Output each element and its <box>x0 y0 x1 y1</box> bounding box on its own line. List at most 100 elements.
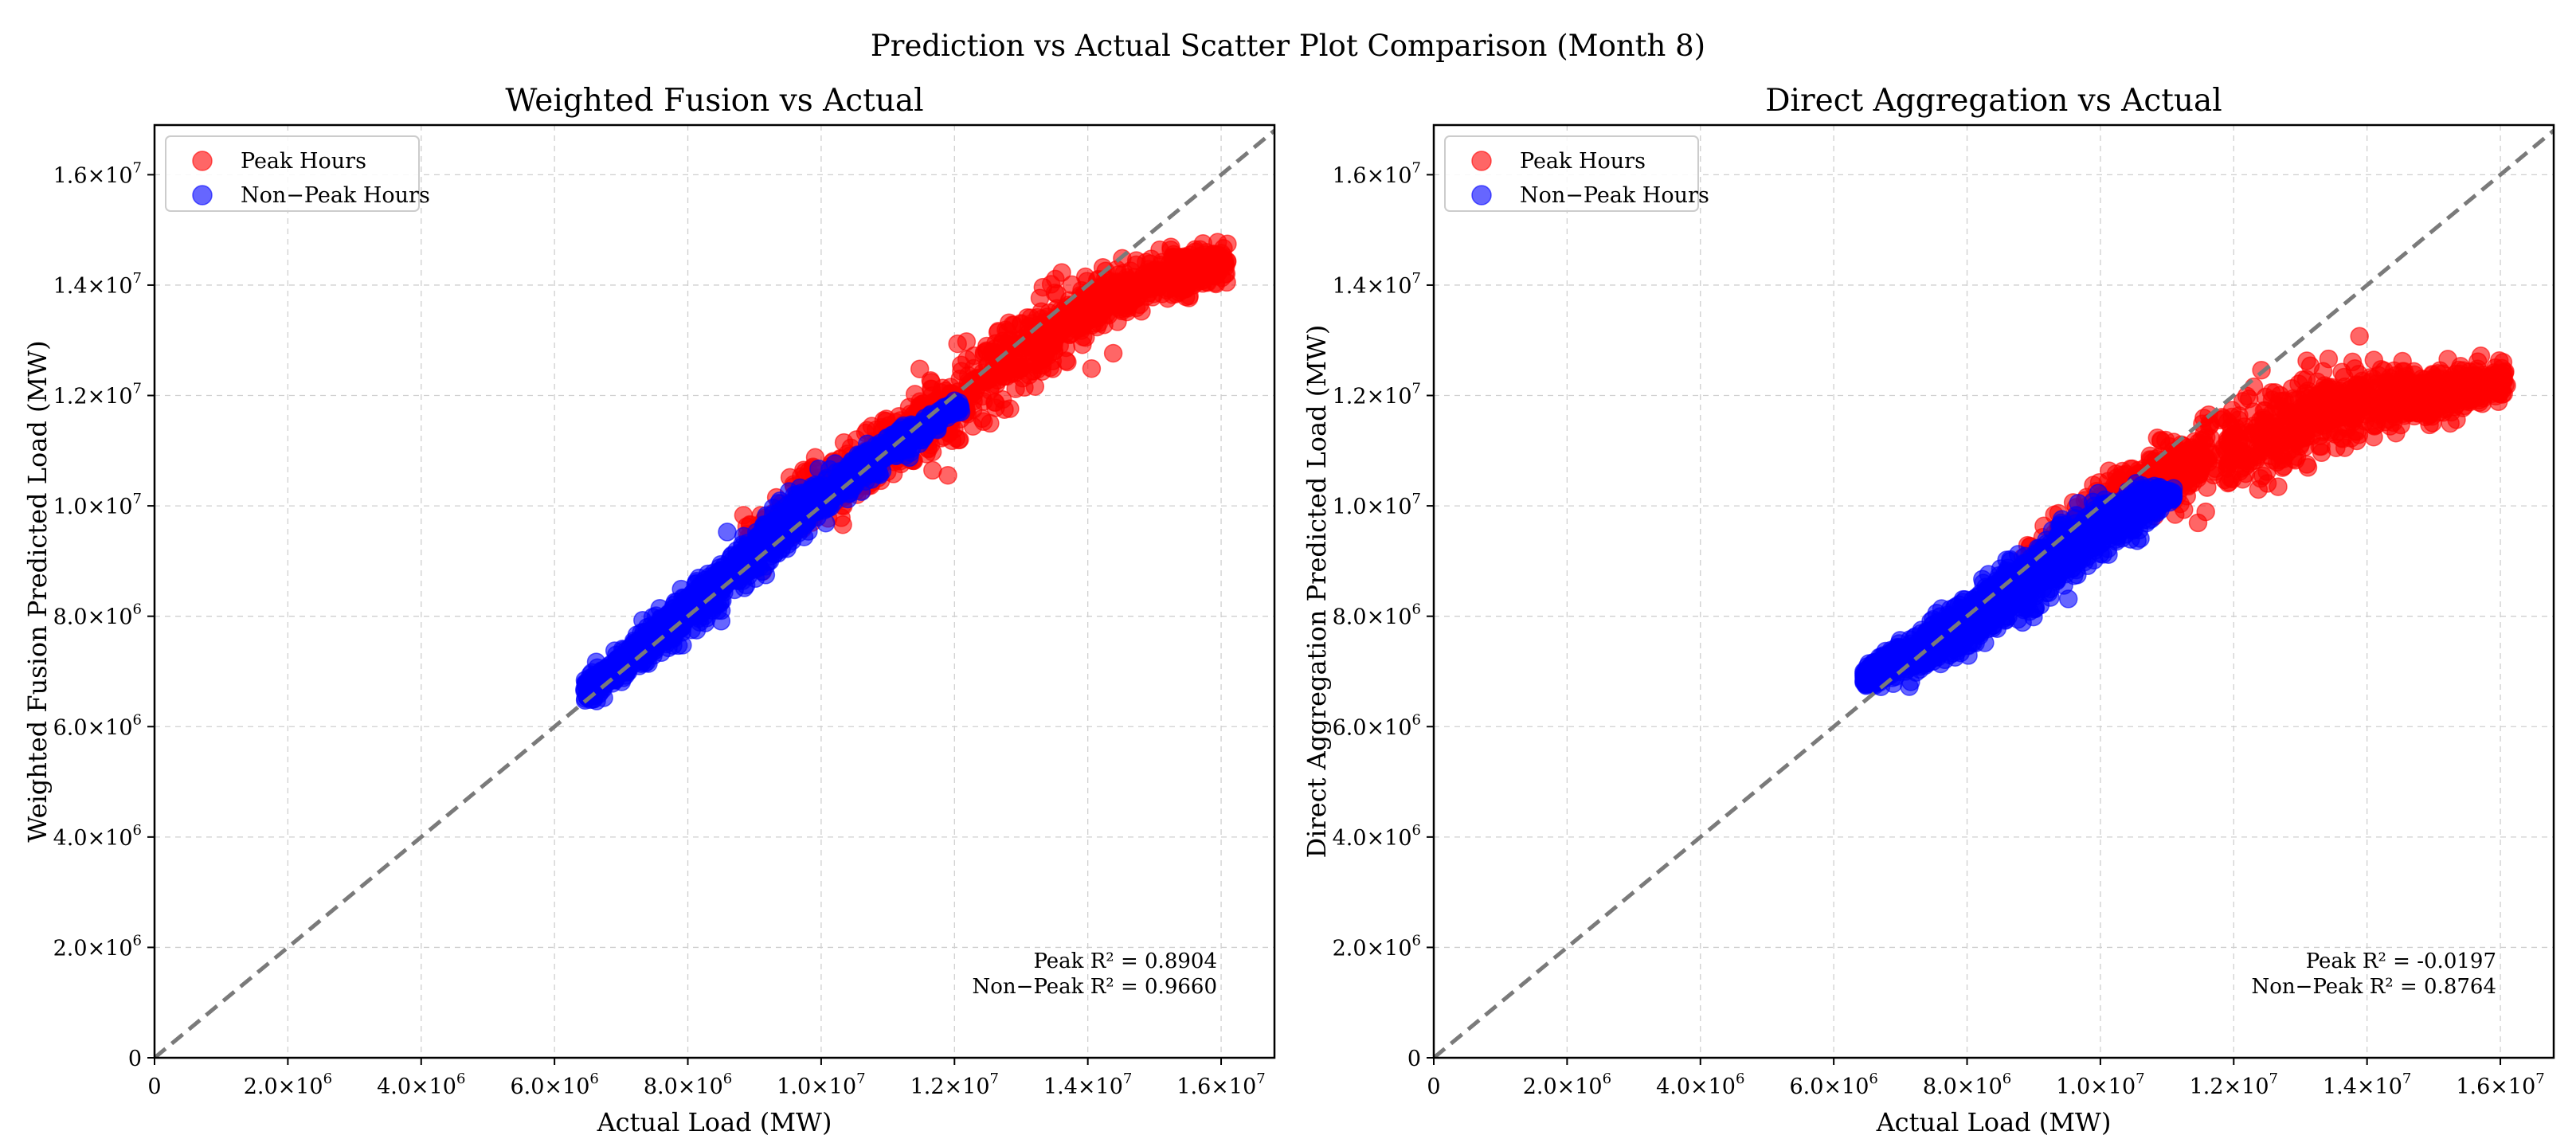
y-tick-label: 4.0×106 <box>53 822 142 851</box>
x-tick-label: 4.0×106 <box>377 1071 465 1099</box>
x-tick-exponent: 7 <box>1256 1071 1265 1087</box>
x-tick-exponent: 6 <box>589 1071 598 1087</box>
panel-title: Weighted Fusion vs Actual <box>505 83 923 119</box>
scatter-point <box>989 360 1008 380</box>
x-tick-label: 8.0×106 <box>644 1071 732 1099</box>
x-tick-exponent: 7 <box>1123 1071 1132 1087</box>
scatter-point <box>1032 309 1051 328</box>
scatter-point <box>2269 477 2288 496</box>
scatter-point <box>2274 456 2293 476</box>
scatter-point <box>963 417 983 436</box>
x-tick-label: 1.6×107 <box>1176 1071 1265 1099</box>
x-tick-exponent: 6 <box>723 1071 732 1087</box>
y-tick-label: 0 <box>128 1047 142 1071</box>
data-points <box>1854 327 2516 696</box>
scatter-point <box>2378 409 2398 429</box>
y-tick-label: 1.4×107 <box>53 270 142 299</box>
x-tick-mantissa: 1.2×10 <box>910 1074 990 1099</box>
y-tick-exponent: 7 <box>133 491 142 507</box>
x-tick-label: 2.0×106 <box>244 1071 332 1099</box>
scatter-point <box>2409 377 2429 397</box>
scatter-point <box>2185 445 2204 464</box>
y-tick-mantissa: 4.0×10 <box>53 826 133 851</box>
x-tick-mantissa: 8.0×10 <box>644 1074 723 1099</box>
x-tick-exponent: 6 <box>456 1071 465 1087</box>
data-points <box>575 233 1237 710</box>
scatter-point <box>1090 299 1109 319</box>
scatter-point <box>731 567 751 586</box>
scatter-point <box>910 359 930 378</box>
y-tick-mantissa: 1.4×10 <box>53 274 133 299</box>
scatter-point <box>2222 452 2241 472</box>
scatter-point <box>981 413 1000 433</box>
y-tick-exponent: 6 <box>133 822 142 839</box>
scatter-point <box>734 506 754 525</box>
scatter-point <box>667 605 687 624</box>
scatter-point <box>957 350 977 370</box>
r2-annotation: Peak R² = 0.8904 <box>1033 949 1217 973</box>
scatter-point <box>831 476 851 495</box>
scatter-point <box>2305 389 2325 409</box>
x-tick-label: 1.4×107 <box>1043 1071 1132 1099</box>
scatter-point <box>877 428 897 448</box>
scatter-point <box>2278 404 2297 424</box>
y-tick-label: 1.0×107 <box>53 491 142 519</box>
y-tick-mantissa: 0 <box>128 1047 142 1071</box>
scatter-point <box>2196 502 2215 522</box>
scatter-point <box>938 465 957 485</box>
x-tick-mantissa: 1.0×10 <box>777 1074 856 1099</box>
x-tick-label: 6.0×106 <box>510 1071 598 1099</box>
legend-marker <box>192 151 213 171</box>
scatter-point <box>2188 468 2207 488</box>
y-tick-mantissa: 1.6×10 <box>53 163 133 188</box>
scatter-point <box>1122 286 1141 306</box>
y-axis-label: Weighted Fusion Predicted Load (MW) <box>22 340 53 842</box>
scatter-point <box>718 523 737 542</box>
scatter-point <box>2254 434 2274 453</box>
scatter-point <box>2472 374 2492 393</box>
scatter-point <box>1160 279 1179 298</box>
y-tick-label: 8.0×106 <box>53 601 142 630</box>
scatter-point <box>616 648 635 667</box>
x-tick-exponent: 7 <box>990 1071 999 1087</box>
x-tick-mantissa: 1.6×10 <box>1176 1074 1256 1099</box>
scatter-point <box>753 562 772 581</box>
scatter-point <box>2298 458 2318 477</box>
scatter-point <box>2308 372 2327 392</box>
scatter-point <box>1082 358 1102 378</box>
scatter-point <box>2147 429 2167 448</box>
y-tick-mantissa: 6.0×10 <box>53 715 133 740</box>
series-peak-hours <box>2013 327 2516 589</box>
y-tick-label: 2.0×106 <box>53 932 142 961</box>
scatter-point <box>1020 366 1039 385</box>
x-tick-mantissa: 4.0×10 <box>377 1074 456 1099</box>
scatter-point <box>899 397 919 417</box>
scatter-point <box>2058 589 2078 609</box>
diagonal-reference-line <box>155 129 1274 1058</box>
scatter-point <box>1188 267 1208 286</box>
scatter-point <box>1032 355 1052 375</box>
scatter-point <box>1103 343 1123 363</box>
y-tick-mantissa: 2.0×10 <box>53 936 133 961</box>
scatter-point <box>2369 366 2388 385</box>
series-non-peak-hours <box>575 391 971 710</box>
y-tick-label: 6.0×106 <box>53 711 142 740</box>
legend-marker <box>192 185 213 206</box>
axes-frame <box>153 123 1276 1059</box>
scatter-point <box>1047 284 1067 304</box>
scatter-point <box>985 339 1004 358</box>
panel-direct-aggregation: 0 2.0×106 4.0×106 6.0×106 8.0×106 1.0×107 1.2×… <box>1302 83 2555 1137</box>
scatter-point <box>922 379 942 399</box>
legend-box <box>165 135 420 212</box>
x-tick-mantissa: 6.0×10 <box>510 1074 589 1099</box>
scatter-point <box>1150 264 1170 283</box>
scatter-point <box>833 515 852 534</box>
y-tick-label: 1.6×107 <box>53 159 142 188</box>
scatter-point <box>1161 240 1180 260</box>
panel-weighted-fusion: 0 2.0×106 4.0×106 6.0×106 8.0×106 1.0×107 1.2×… <box>22 83 1276 1137</box>
y-tick-exponent: 7 <box>133 159 142 176</box>
scatter-point <box>950 370 969 389</box>
scatter-point <box>2199 417 2219 436</box>
x-axis-label: Actual Load (MW) <box>597 1107 832 1137</box>
